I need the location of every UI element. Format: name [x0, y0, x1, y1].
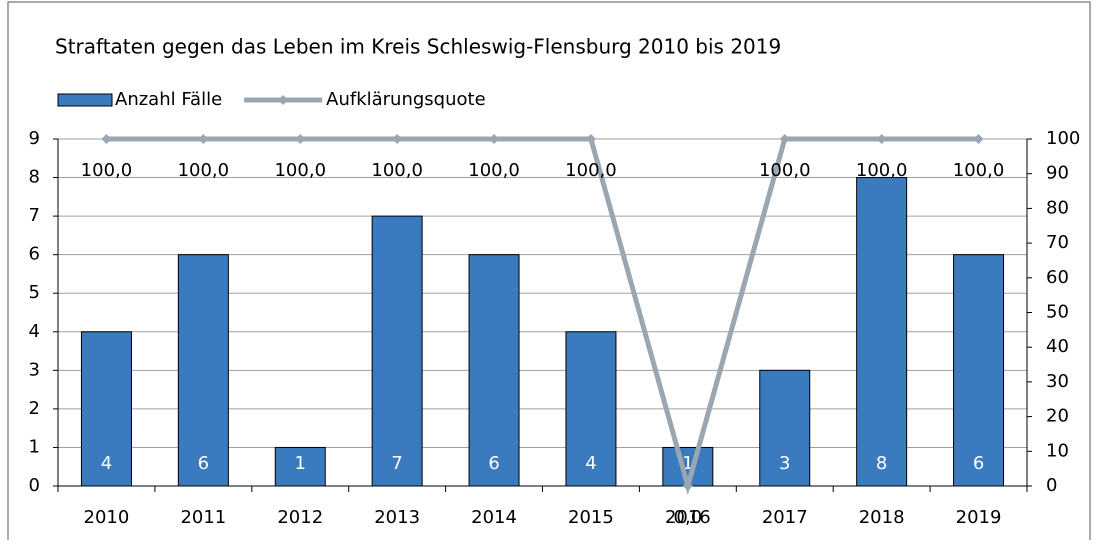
x-tick-label: 2013 — [374, 507, 420, 528]
x-tick-label: 2014 — [471, 507, 517, 528]
y-tick-label: 7 — [29, 205, 40, 226]
line-value-label: 100,0 — [178, 160, 230, 181]
bar — [80, 331, 132, 487]
y2-tick-label: 60 — [1046, 267, 1069, 288]
line-marker — [682, 481, 693, 491]
y2-tick-label: 10 — [1046, 440, 1069, 461]
line-marker — [101, 134, 112, 144]
y-tick-label: 2 — [29, 398, 40, 419]
chart-title: Straftaten gegen das Leben im Kreis Schl… — [55, 35, 781, 59]
x-tick-label: 2010 — [84, 507, 130, 528]
y2-tick-label: 50 — [1046, 302, 1069, 323]
bar — [565, 331, 617, 487]
bar-value-label: 4 — [585, 453, 596, 474]
x-tick-label: 2019 — [956, 507, 1002, 528]
legend-marker — [278, 95, 289, 105]
y2-tick-label: 100 — [1046, 128, 1080, 149]
y2-tick-label: 90 — [1046, 163, 1069, 184]
bar-value-label: 6 — [488, 453, 499, 474]
x-tick-label: 2011 — [180, 507, 226, 528]
legend-swatch — [57, 93, 113, 107]
line-value-label: 100,0 — [468, 160, 520, 181]
bar-value-label: 8 — [876, 453, 887, 474]
y-tick-label: 4 — [29, 321, 40, 342]
line-marker — [779, 134, 790, 144]
line-marker — [876, 134, 887, 144]
line-value-label: 100,0 — [856, 160, 908, 181]
bar — [759, 369, 811, 487]
x-tick-label: 2015 — [568, 507, 614, 528]
y-tick-label: 9 — [29, 128, 40, 149]
x-tick-label: 2017 — [762, 507, 808, 528]
bar-value-label: 4 — [101, 453, 112, 474]
line-value-label: 100,0 — [565, 160, 617, 181]
line-marker — [585, 134, 596, 144]
chart-frame — [7, 1, 1091, 544]
y-tick-label: 6 — [29, 244, 40, 265]
line-value-label: 100,0 — [759, 160, 811, 181]
bar — [177, 254, 229, 487]
y2-tick-label: 40 — [1046, 336, 1069, 357]
bar — [468, 254, 520, 487]
y-tick-label: 1 — [29, 436, 40, 457]
line — [106, 136, 979, 496]
x-tick-label: 2018 — [859, 507, 905, 528]
bar-value-label: 1 — [295, 453, 306, 474]
bar-value-label: 6 — [973, 453, 984, 474]
y2-tick-label: 0 — [1046, 475, 1057, 496]
line-marker — [295, 134, 306, 144]
y-tick-label: 0 — [29, 475, 40, 496]
line-marker — [198, 134, 209, 144]
y2-tick-label: 70 — [1046, 232, 1069, 253]
bar-value-label: 1 — [682, 453, 693, 474]
y2-tick-label: 80 — [1046, 197, 1069, 218]
y-tick-label: 5 — [29, 282, 40, 303]
bar-value-label: 6 — [198, 453, 209, 474]
x-tick-label: 2012 — [277, 507, 323, 528]
y-tick-label: 3 — [29, 359, 40, 380]
bar — [856, 177, 908, 487]
bar — [274, 446, 326, 487]
y-tick-label: 8 — [29, 167, 40, 188]
bar-value-label: 3 — [779, 453, 790, 474]
y2-tick-label: 20 — [1046, 406, 1069, 427]
bar-value-label: 7 — [391, 453, 402, 474]
line-value-label: 100,0 — [371, 160, 423, 181]
line-marker — [489, 134, 500, 144]
x-tick-label: 2016 — [665, 507, 711, 528]
legend-label: Aufklärungsquote — [326, 89, 486, 110]
line-marker — [392, 134, 403, 144]
line-value-label: 100,0 — [274, 160, 326, 181]
line-marker — [973, 134, 984, 144]
legend-label: Anzahl Fälle — [115, 89, 222, 110]
line-value-label: 100,0 — [953, 160, 1005, 181]
line-value-label: 100,0 — [81, 160, 133, 181]
line-value-label: 0,0 — [674, 507, 703, 528]
bar — [371, 215, 423, 487]
bar — [953, 254, 1005, 487]
y2-tick-label: 30 — [1046, 371, 1069, 392]
